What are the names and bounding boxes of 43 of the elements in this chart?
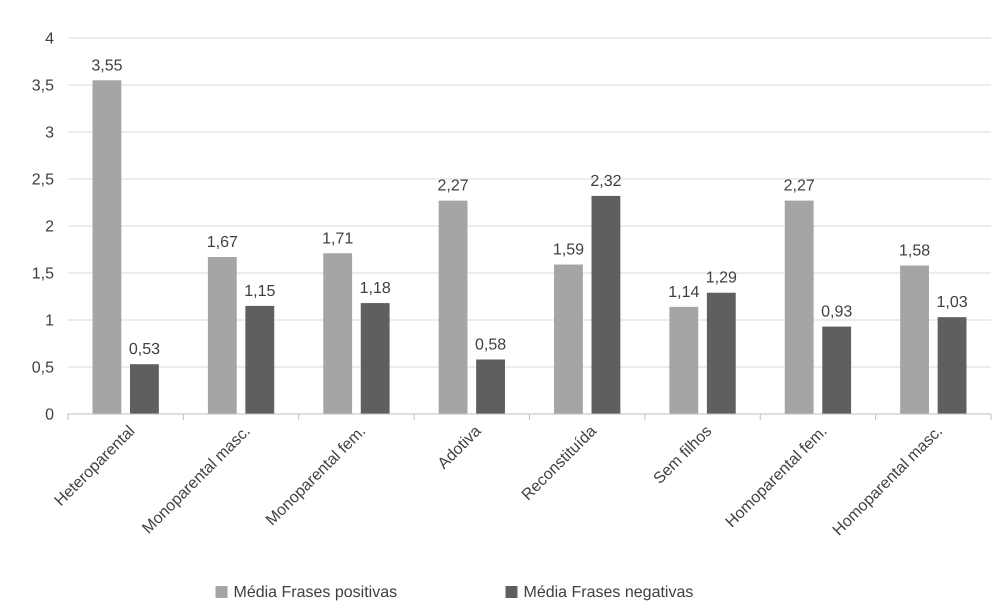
y-tick-label: 3,5	[32, 78, 54, 95]
data-label: 1,03	[936, 294, 968, 312]
data-label: 1,29	[706, 270, 737, 287]
data-label: 0,53	[128, 341, 160, 358]
data-label: 1,67	[206, 234, 238, 252]
bar	[360, 303, 390, 414]
legend-label: Média Frases positivas	[234, 584, 398, 601]
y-tick-label: 4	[45, 30, 54, 48]
bar	[592, 196, 620, 414]
bar	[554, 264, 583, 414]
bar	[822, 326, 852, 414]
data-label: 2,32	[590, 172, 622, 190]
data-label: 2,27	[437, 178, 469, 195]
y-tick-label: 0	[45, 406, 54, 424]
data-label: 1,58	[898, 242, 930, 260]
bar	[208, 257, 237, 414]
y-tick-label: 1,5	[32, 266, 54, 283]
bar	[92, 80, 122, 414]
y-tick-label: 2,5	[32, 172, 54, 189]
data-label: 1,18	[360, 280, 391, 298]
bar	[130, 364, 159, 414]
y-tick-label: 2	[45, 218, 54, 236]
data-label: 3,55	[91, 57, 123, 74]
bar	[669, 306, 698, 414]
bar	[476, 359, 505, 414]
bar	[900, 265, 929, 414]
data-label: 1,15	[244, 282, 276, 300]
data-label: 2,27	[784, 178, 815, 195]
data-label: 1,14	[668, 284, 700, 301]
bar	[245, 306, 274, 414]
y-tick-label: 3	[45, 124, 54, 142]
data-label: 1,59	[552, 242, 584, 259]
bar	[706, 292, 736, 414]
y-tick-label: 0,5	[32, 360, 54, 377]
legend-label: Média Frases negativas	[524, 584, 694, 601]
bar	[784, 200, 814, 414]
y-tick-label: 1	[45, 312, 54, 330]
data-label: 0,93	[821, 304, 852, 321]
bar	[438, 200, 468, 414]
bar	[938, 317, 966, 414]
data-label: 1,71	[322, 230, 354, 248]
data-label: 0,58	[474, 336, 506, 354]
bar	[323, 253, 352, 414]
